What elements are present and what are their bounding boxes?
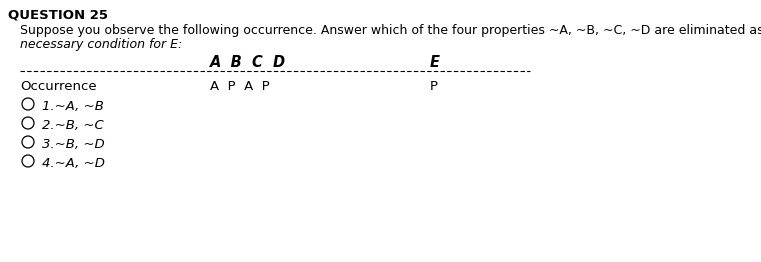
Text: A  B  C  D: A B C D [210, 55, 286, 70]
Text: 1.~A, ~B: 1.~A, ~B [42, 100, 103, 113]
Text: Suppose you observe the following occurrence. Answer which of the four propertie: Suppose you observe the following occurr… [20, 24, 761, 37]
Text: necessary condition for E:: necessary condition for E: [20, 38, 182, 51]
Text: QUESTION 25: QUESTION 25 [8, 9, 108, 22]
Text: 2.~B, ~C: 2.~B, ~C [42, 119, 103, 132]
Text: A  P  A  P: A P A P [210, 80, 269, 93]
Text: 4.~A, ~D: 4.~A, ~D [42, 157, 105, 170]
Text: P: P [430, 80, 438, 93]
Text: E: E [430, 55, 440, 70]
Text: Occurrence: Occurrence [20, 80, 97, 93]
Text: 3.~B, ~D: 3.~B, ~D [42, 138, 105, 151]
